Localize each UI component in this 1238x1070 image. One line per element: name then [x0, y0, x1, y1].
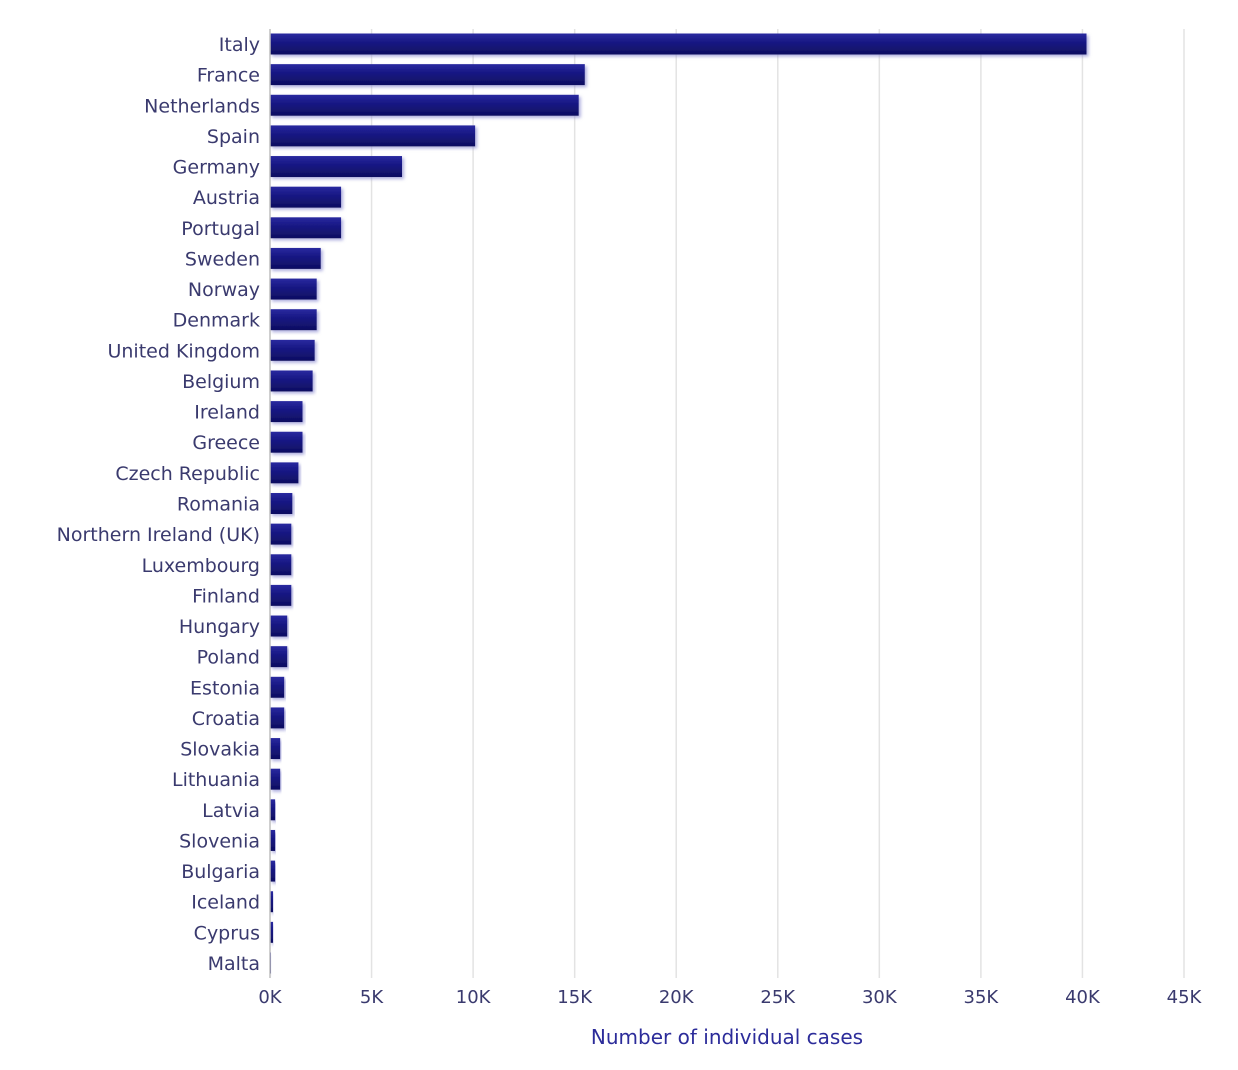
x-tick-label: 10K — [456, 987, 492, 1008]
category-label: Belgium — [182, 371, 260, 393]
bar — [270, 64, 585, 86]
category-label: Germany — [173, 157, 260, 179]
bar — [270, 860, 276, 882]
x-axis-title: Number of individual cases — [591, 1025, 863, 1049]
category-label: Ireland — [194, 402, 260, 424]
bar — [270, 584, 292, 606]
category-label: Latvia — [202, 800, 260, 822]
x-axis: 0K 5K 10K 15K 20K 25K 30K 35K 40K 45K — [258, 29, 1203, 1008]
bar — [270, 707, 285, 729]
grid-lines — [370, 29, 1185, 978]
bar — [270, 921, 274, 943]
bar — [270, 799, 276, 821]
x-tick-label: 40K — [1065, 987, 1101, 1008]
category-label: Portugal — [181, 218, 260, 240]
bar — [270, 125, 476, 147]
category-label: Lithuania — [172, 769, 260, 791]
bar — [270, 309, 317, 331]
category-label: Italy — [219, 34, 260, 56]
category-label: Croatia — [192, 708, 260, 730]
category-label: Romania — [177, 494, 260, 516]
bar — [270, 554, 292, 576]
bar — [270, 523, 292, 545]
bar — [270, 891, 274, 913]
bar — [270, 738, 281, 760]
x-tick-label: 20K — [659, 987, 695, 1008]
bar — [270, 462, 299, 484]
bar — [270, 431, 303, 453]
bar — [270, 401, 303, 423]
category-label: United Kingdom — [107, 340, 260, 362]
x-tick-label: 30K — [862, 987, 898, 1008]
category-label: Poland — [197, 647, 260, 669]
bar — [270, 370, 313, 392]
bar — [270, 339, 315, 361]
category-label: Estonia — [190, 677, 260, 699]
bars — [270, 33, 1087, 974]
category-label: Netherlands — [144, 95, 260, 117]
category-labels: Italy France Netherlands Spain Germany Austri… — [57, 34, 260, 975]
category-label: Cyprus — [194, 922, 260, 944]
bar — [270, 94, 579, 116]
bar — [270, 493, 293, 514]
category-label: Austria — [193, 187, 260, 209]
bar — [270, 156, 403, 178]
category-label: Norway — [188, 279, 260, 301]
x-tick-label: 5K — [360, 987, 384, 1008]
x-tick-label: 0K — [258, 987, 282, 1008]
bar — [270, 768, 281, 790]
category-label: Hungary — [179, 616, 260, 638]
bar — [270, 186, 342, 208]
x-tick-label: 45K — [1167, 987, 1203, 1008]
bar — [270, 217, 342, 239]
bar — [270, 278, 317, 300]
bar — [270, 615, 288, 637]
x-tick-label: 35K — [964, 987, 1000, 1008]
category-label: Sweden — [185, 248, 260, 270]
category-label: Slovenia — [179, 830, 260, 852]
category-label: Malta — [208, 953, 260, 975]
category-label: Greece — [192, 432, 260, 454]
category-label: Northern Ireland (UK) — [57, 524, 260, 546]
category-label: Finland — [192, 585, 260, 607]
category-label: France — [197, 65, 260, 87]
category-label: Bulgaria — [181, 861, 260, 883]
bar — [270, 676, 285, 698]
bar — [270, 829, 276, 851]
category-label: Spain — [207, 126, 260, 148]
category-label: Denmark — [173, 310, 260, 332]
category-label: Luxembourg — [142, 555, 260, 577]
x-tick-label: 25K — [760, 987, 796, 1008]
category-label: Czech Republic — [115, 463, 260, 485]
category-label: Iceland — [191, 892, 260, 914]
bar — [270, 646, 288, 668]
bar — [270, 247, 321, 269]
bar — [270, 33, 1087, 55]
category-label: Slovakia — [180, 739, 260, 761]
x-tick-label: 15K — [557, 987, 593, 1008]
